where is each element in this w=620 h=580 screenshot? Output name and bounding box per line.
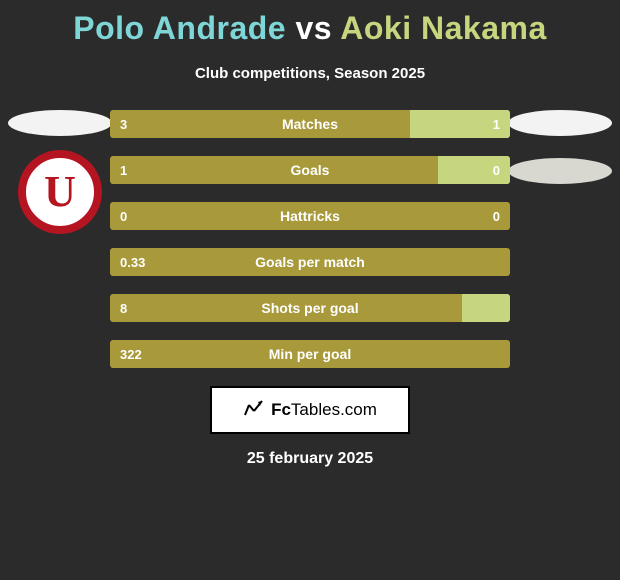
- team-right-ellipse-icon-1: [508, 110, 612, 136]
- stat-row: Shots per goal8: [110, 294, 510, 322]
- stat-value-left: 0.33: [120, 248, 145, 276]
- player1-name: Polo Andrade: [73, 10, 286, 46]
- stat-value-left: 1: [120, 156, 127, 184]
- stat-row: Goals1 0: [110, 156, 510, 184]
- player2-name: Aoki Nakama: [340, 10, 546, 46]
- stat-value-left: 0: [120, 202, 127, 230]
- team-left-logo-letter: U: [44, 170, 76, 214]
- stat-row: Matches3 1: [110, 110, 510, 138]
- brand-chart-icon: [243, 399, 265, 422]
- stat-row: Min per goal322: [110, 340, 510, 368]
- stat-row: Goals per match0.33: [110, 248, 510, 276]
- vs-text: vs: [295, 10, 332, 46]
- stat-label: Matches: [110, 110, 510, 138]
- team-right-column: [508, 110, 612, 184]
- team-left-logo: U: [18, 150, 102, 234]
- stat-label: Goals: [110, 156, 510, 184]
- brand-text: FcTables.com: [271, 400, 377, 420]
- stat-label: Min per goal: [110, 340, 510, 368]
- team-right-ellipse-icon-2: [508, 158, 612, 184]
- comparison-chart: U Matches31Goals10Hattricks00Goals per m…: [0, 110, 620, 368]
- team-left-column: U: [8, 110, 112, 234]
- brand-box[interactable]: FcTables.com: [210, 386, 410, 434]
- brand-rest: Tables.com: [291, 400, 377, 419]
- team-left-ellipse-icon: [8, 110, 112, 136]
- stat-label: Goals per match: [110, 248, 510, 276]
- stat-label: Shots per goal: [110, 294, 510, 322]
- stat-value-right: 0: [493, 202, 500, 230]
- stat-value-left: 3: [120, 110, 127, 138]
- stat-value-left: 8: [120, 294, 127, 322]
- brand-bold: Fc: [271, 400, 291, 419]
- stat-label: Hattricks: [110, 202, 510, 230]
- stat-value-right: 1: [493, 110, 500, 138]
- subtitle: Club competitions, Season 2025: [0, 65, 620, 82]
- stat-value-right: 0: [493, 156, 500, 184]
- comparison-title: Polo Andrade vs Aoki Nakama: [0, 0, 620, 47]
- stat-row: Hattricks0 0: [110, 202, 510, 230]
- date-label: 25 february 2025: [0, 450, 620, 468]
- stat-value-left: 322: [120, 340, 142, 368]
